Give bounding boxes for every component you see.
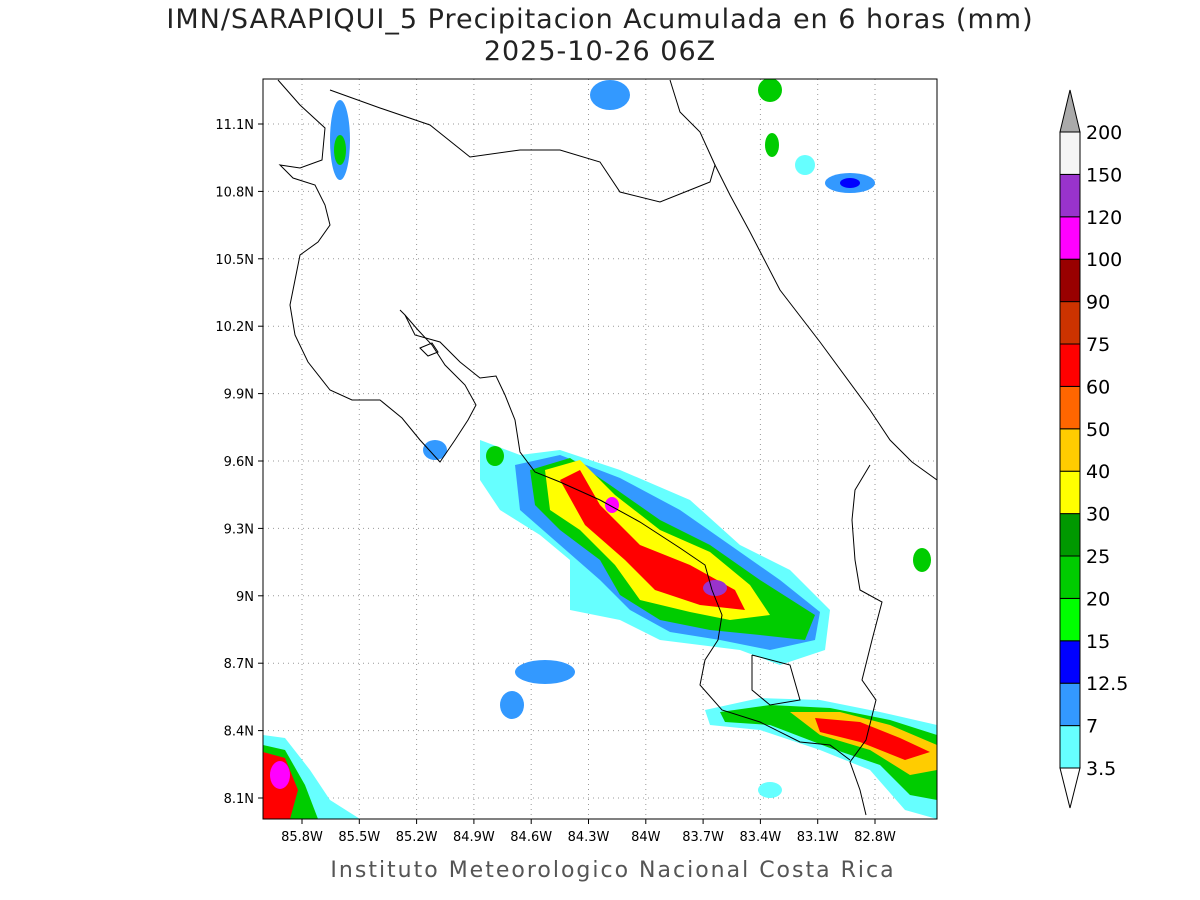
lat-label: 9.9N <box>224 388 254 403</box>
colorbar-box <box>1059 385 1081 430</box>
colorbar-label: 120 <box>1086 207 1122 229</box>
lon-label: 85.5W <box>338 830 380 845</box>
precip-core <box>703 580 727 596</box>
lon-label: 84.3W <box>568 830 610 845</box>
precip-cell <box>515 660 575 684</box>
coastline <box>277 79 477 463</box>
colorbar-box <box>1059 343 1081 387</box>
precip-cell <box>765 133 779 157</box>
precip-cell <box>758 79 782 102</box>
colorbar-box <box>1059 513 1081 557</box>
colorbar-label: 200 <box>1086 122 1122 144</box>
map-frame <box>262 78 938 820</box>
colorbar-label: 30 <box>1086 504 1110 526</box>
lon-label: 85.2W <box>396 830 438 845</box>
precip-cell <box>500 691 524 719</box>
lat-label: 8.7N <box>224 657 254 672</box>
colorbar-box <box>1059 216 1081 260</box>
colorbar-box <box>1059 640 1081 684</box>
precip-cell <box>590 80 630 110</box>
lon-label: 83.7W <box>682 830 724 845</box>
lat-label: 10.2N <box>215 320 254 335</box>
lon-label: 83.4W <box>739 830 781 845</box>
colorbar-label: 50 <box>1086 419 1110 441</box>
colorbar-box <box>1059 597 1081 642</box>
colorbar-box <box>1059 173 1081 218</box>
coastline <box>329 89 937 481</box>
colorbar-box <box>1059 682 1081 727</box>
precip-cell <box>486 446 504 466</box>
lat-label: 10.5N <box>215 253 254 268</box>
colorbar-label: 25 <box>1086 546 1110 568</box>
lake <box>419 342 439 357</box>
lon-label: 84.9W <box>453 830 495 845</box>
coastlines <box>277 79 937 816</box>
colorbar-box <box>1059 301 1081 345</box>
border <box>849 464 883 816</box>
lat-label: 8.4N <box>224 725 254 740</box>
lon-label: 83.1W <box>797 830 839 845</box>
colorbar-over <box>1059 89 1081 133</box>
colorbar-label: 150 <box>1086 164 1122 186</box>
lon-label: 82.8W <box>854 830 896 845</box>
lat-label: 11.1N <box>215 118 254 133</box>
colorbar-box <box>1059 725 1081 769</box>
lat-label: 9.6N <box>224 455 254 470</box>
colorbar-label: 40 <box>1086 461 1110 483</box>
colorbar-box <box>1059 428 1081 472</box>
precip-cell <box>795 155 815 175</box>
colorbar-label: 3.5 <box>1086 758 1116 780</box>
precip-cell <box>913 548 931 572</box>
precip-cell <box>758 782 782 798</box>
colorbar-label: 20 <box>1086 588 1110 610</box>
precip-area <box>815 718 930 760</box>
precip-cell <box>334 135 346 165</box>
coastline <box>669 79 716 166</box>
precip-area <box>560 470 745 610</box>
precip-core <box>605 497 619 513</box>
precip-cell <box>423 440 447 460</box>
coastline <box>751 654 801 706</box>
lon-label: 84W <box>631 830 661 845</box>
colorbar-label: 100 <box>1086 249 1122 271</box>
lat-label: 10.8N <box>215 185 254 200</box>
colorbar-label: 7 <box>1086 716 1098 738</box>
colorbar-box <box>1059 258 1081 303</box>
colorbar-label: 90 <box>1086 292 1110 314</box>
colorbar-box <box>1059 555 1081 599</box>
colorbar-box <box>1059 131 1081 175</box>
colorbar-label: 12.5 <box>1086 673 1128 695</box>
lon-label: 85.8W <box>281 830 323 845</box>
precip-core <box>270 761 290 789</box>
title: IMN/SARAPIQUI_5 Precipitacion Acumulada … <box>166 4 1033 35</box>
colorbar-label: 75 <box>1086 334 1110 356</box>
colorbar-label: 60 <box>1086 376 1110 398</box>
precip-field <box>263 79 937 819</box>
subtitle: 2025-10-26 06Z <box>484 36 716 67</box>
precip-cell <box>840 178 860 188</box>
lon-label: 84.6W <box>510 830 552 845</box>
colorbar: 3.5 7 12.5 15 20 25 30 40 50 60 75 90 100 120 150 200 <box>1059 89 1128 809</box>
colorbar-box <box>1059 470 1081 515</box>
grid <box>263 79 937 819</box>
footer: Instituto Meteorologico Nacional Costa R… <box>330 858 895 883</box>
lat-label: 8.1N <box>224 792 254 807</box>
colorbar-under <box>1059 767 1081 809</box>
coastline <box>404 314 851 761</box>
lat-label: 9.3N <box>224 522 254 537</box>
lat-label: 9N <box>236 590 254 605</box>
colorbar-label: 15 <box>1086 631 1110 653</box>
